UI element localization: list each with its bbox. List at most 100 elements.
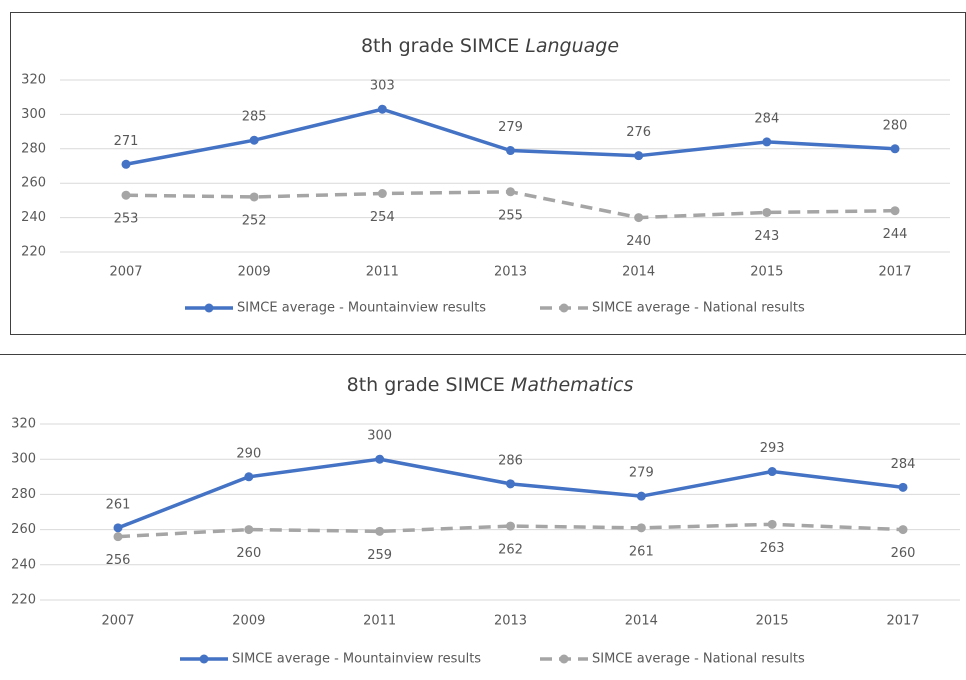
title-text: 8th grade SIMCE bbox=[347, 374, 505, 396]
y-tick-label: 320 bbox=[21, 73, 46, 88]
data-label: 262 bbox=[498, 543, 523, 558]
x-tick-label: 2007 bbox=[109, 265, 142, 280]
data-label: 285 bbox=[242, 110, 267, 125]
point bbox=[898, 482, 908, 492]
chart-border bbox=[10, 12, 966, 335]
data-label: 259 bbox=[367, 548, 392, 563]
point bbox=[634, 213, 644, 223]
data-label: 303 bbox=[370, 79, 395, 94]
y-tick-label: 260 bbox=[11, 522, 36, 537]
data-label: 252 bbox=[242, 213, 267, 228]
x-tick-label: 2011 bbox=[366, 265, 399, 280]
point bbox=[767, 519, 777, 529]
y-tick-label: 300 bbox=[21, 107, 46, 122]
x-tick-label: 2011 bbox=[363, 614, 396, 629]
point bbox=[506, 479, 515, 489]
y-tick-label: 260 bbox=[21, 176, 46, 191]
point bbox=[375, 526, 385, 536]
point bbox=[890, 206, 900, 216]
x-tick-label: 2015 bbox=[756, 614, 789, 629]
y-tick-label: 220 bbox=[21, 245, 46, 260]
data-label: 256 bbox=[106, 553, 131, 568]
legend-marker bbox=[199, 654, 209, 664]
x-tick-label: 2009 bbox=[232, 614, 265, 629]
data-label: 244 bbox=[883, 227, 908, 242]
y-tick-label: 280 bbox=[21, 141, 46, 156]
point bbox=[244, 472, 254, 482]
point bbox=[767, 467, 777, 477]
y-tick-label: 240 bbox=[11, 557, 36, 572]
data-label: 293 bbox=[760, 441, 785, 456]
x-tick-label: 2013 bbox=[494, 614, 527, 629]
series-line bbox=[117, 457, 904, 530]
title-text: 8th grade SIMCE bbox=[361, 35, 519, 57]
legend-marker bbox=[559, 303, 569, 313]
point bbox=[636, 523, 646, 533]
data-label: 284 bbox=[891, 457, 916, 472]
point bbox=[636, 491, 646, 501]
legend-label: SIMCE average - Mountainview results bbox=[232, 652, 481, 667]
chart-title: 8th grade SIMCE Mathematics bbox=[347, 374, 634, 396]
x-tick-label: 2017 bbox=[878, 265, 911, 280]
x-tick-label: 2014 bbox=[622, 265, 655, 280]
x-tick-label: 2014 bbox=[625, 614, 658, 629]
point bbox=[377, 104, 387, 114]
legend-marker bbox=[559, 654, 569, 664]
point bbox=[113, 523, 123, 533]
point bbox=[890, 144, 900, 154]
x-tick-label: 2009 bbox=[238, 265, 271, 280]
point bbox=[121, 190, 131, 200]
data-label: 254 bbox=[370, 210, 395, 225]
x-tick-label: 2007 bbox=[101, 614, 134, 629]
data-label: 284 bbox=[754, 111, 779, 126]
y-tick-label: 300 bbox=[11, 452, 36, 467]
point bbox=[762, 137, 772, 147]
data-label: 280 bbox=[883, 118, 908, 133]
data-label: 263 bbox=[760, 541, 785, 556]
data-label: 261 bbox=[106, 497, 131, 512]
point bbox=[377, 189, 387, 199]
y-tick-label: 240 bbox=[21, 210, 46, 225]
point bbox=[506, 187, 515, 197]
data-label: 286 bbox=[498, 453, 523, 468]
data-label: 300 bbox=[367, 429, 392, 444]
data-label: 290 bbox=[236, 446, 261, 461]
point bbox=[506, 146, 515, 156]
data-label: 260 bbox=[236, 546, 261, 561]
data-label: 279 bbox=[629, 466, 654, 481]
x-tick-label: 2013 bbox=[494, 265, 527, 280]
data-label: 271 bbox=[114, 134, 139, 149]
legend-label: SIMCE average - National results bbox=[592, 301, 805, 316]
point bbox=[121, 159, 131, 169]
point bbox=[762, 207, 772, 217]
legend-marker bbox=[204, 303, 214, 313]
data-label: 243 bbox=[754, 229, 779, 244]
y-tick-label: 320 bbox=[11, 417, 36, 432]
chart-title: 8th grade SIMCE Language bbox=[361, 35, 619, 57]
point bbox=[506, 521, 515, 531]
point bbox=[375, 454, 385, 464]
point bbox=[249, 192, 259, 202]
data-label: 260 bbox=[891, 546, 916, 561]
title-emphasis: Language bbox=[525, 35, 619, 57]
data-label: 276 bbox=[626, 125, 651, 140]
point bbox=[249, 135, 259, 145]
x-tick-label: 2017 bbox=[886, 614, 919, 629]
title-emphasis: Mathematics bbox=[511, 374, 634, 396]
point bbox=[113, 532, 123, 542]
y-tick-label: 220 bbox=[11, 593, 36, 608]
data-label: 255 bbox=[498, 208, 523, 223]
data-label: 261 bbox=[629, 544, 654, 559]
point bbox=[898, 525, 908, 535]
legend-label: SIMCE average - National results bbox=[592, 652, 805, 667]
data-label: 240 bbox=[626, 234, 651, 249]
point bbox=[634, 151, 644, 161]
x-tick-label: 2015 bbox=[750, 265, 783, 280]
legend-label: SIMCE average - Mountainview results bbox=[237, 301, 486, 316]
y-tick-label: 280 bbox=[11, 487, 36, 502]
data-label: 279 bbox=[498, 120, 523, 135]
point bbox=[244, 525, 254, 535]
data-label: 253 bbox=[114, 212, 139, 227]
